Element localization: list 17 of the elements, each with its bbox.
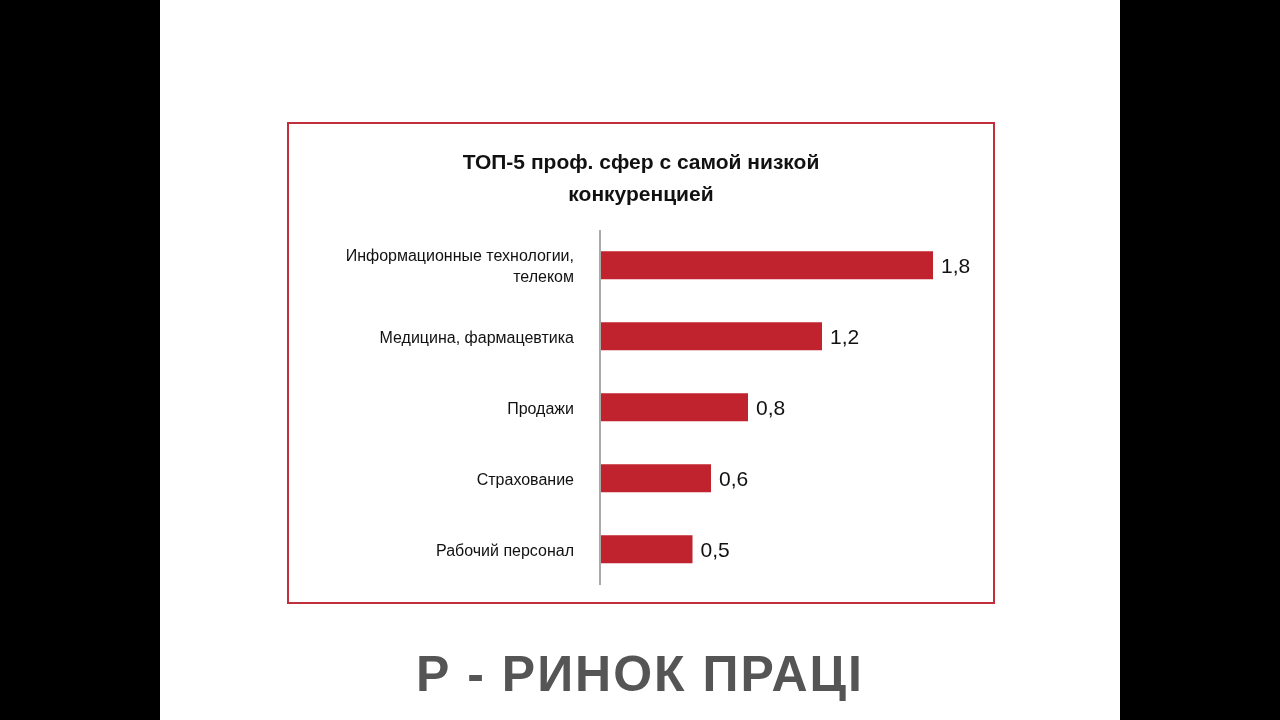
y-tick-label: Медицина, фармацевтика xyxy=(379,328,575,345)
bar xyxy=(600,393,748,422)
y-tick-label: Продажи xyxy=(507,399,574,416)
data-label: 0,8 xyxy=(756,395,786,419)
bar xyxy=(600,322,822,351)
y-tick-label: Страхование xyxy=(476,470,575,487)
data-label: 1,8 xyxy=(941,253,971,277)
bar xyxy=(600,464,711,493)
text: Р - РИНОК ПРАЦІ xyxy=(415,645,865,703)
bar xyxy=(600,535,693,564)
y-tick-label: Информационные технологии, телеком xyxy=(345,246,574,285)
bar xyxy=(600,251,933,280)
data-label: 1,2 xyxy=(830,324,860,348)
y-tick-label: Рабочий персонал xyxy=(435,541,574,558)
data-label: 0,5 xyxy=(700,537,730,561)
chart-title: ТОП-5 проф. сфер с самой низкой конкуренцией xyxy=(461,149,821,207)
data-label: 0,6 xyxy=(719,466,749,490)
